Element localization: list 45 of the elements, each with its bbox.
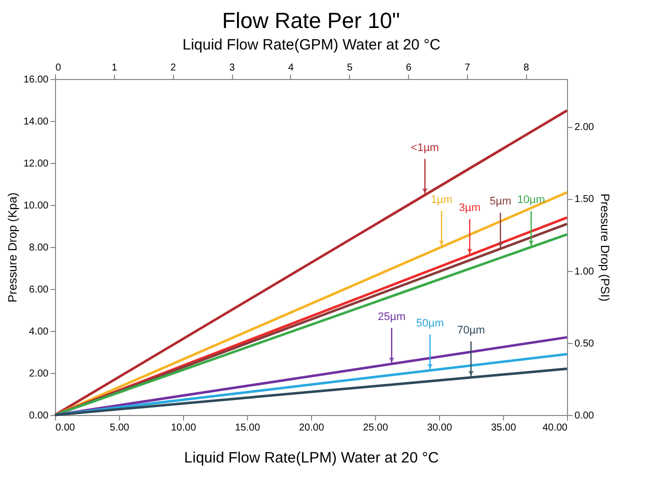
x-tick-label: 10.00 (170, 422, 196, 434)
y-tick-label: 14.00 (23, 116, 49, 128)
y-tick-label: 2.00 (29, 368, 49, 380)
annotation: 1µm (430, 194, 452, 206)
y-tick-label: 0.00 (29, 410, 49, 422)
y2-tick-label: 0.00 (574, 410, 594, 422)
y2-axis-title: Pressure Drop (PSI) (598, 193, 612, 302)
x-tick-label: 35.00 (490, 422, 516, 434)
x2-tick-label: 0 (56, 62, 62, 74)
x-tick-label: 30.00 (426, 422, 452, 434)
x-tick-label: 25.00 (362, 422, 388, 434)
y2-tick-label: 2.00 (574, 122, 594, 134)
y-tick-label: 6.00 (29, 284, 49, 296)
annotation: 3µm (458, 202, 481, 214)
x-tick-label: 40.00 (542, 422, 568, 434)
x2-tick-label: 2 (170, 62, 176, 74)
x2-tick-label: 4 (288, 62, 294, 74)
y2-tick-label: 1.00 (574, 266, 594, 278)
annotation: <1µm (410, 142, 439, 154)
x2-tick-label: 6 (406, 62, 412, 74)
x-tick-label: 20.00 (298, 422, 324, 434)
x-tick-label: 5.00 (110, 422, 130, 434)
y-tick-label: 4.00 (29, 326, 49, 338)
y2-tick-label: 0.50 (574, 338, 594, 350)
y-tick-label: 10.00 (23, 200, 49, 212)
x-tick-label: 0.00 (56, 422, 76, 434)
annotation: 70µm (457, 324, 485, 336)
annotation: 50µm (416, 317, 444, 330)
x-axis-title: Liquid Flow Rate(LPM) Water at 20 °C (184, 450, 440, 466)
annotation: 10µm (517, 194, 546, 206)
y-tick-label: 16.00 (23, 74, 49, 86)
x2-tick-label: 5 (346, 62, 353, 74)
annotation: 5µm (490, 196, 512, 208)
annotation: 25µm (378, 310, 406, 323)
chart-title: Flow Rate Per 10" (222, 8, 400, 33)
y-axis-title: Pressure Drop (Kpa) (5, 192, 20, 303)
x2-axis-title: Liquid Flow Rate(GPM) Water at 20 °C (182, 36, 441, 54)
x2-tick-label: 3 (229, 62, 236, 74)
y-tick-label: 8.00 (29, 242, 49, 254)
y-tick-label: 12.00 (23, 158, 49, 170)
x2-tick-label: 7 (464, 62, 471, 74)
y2-tick-label: 1.50 (574, 194, 594, 206)
x2-tick-label: 8 (524, 62, 530, 74)
x-tick-label: 15.00 (234, 422, 260, 434)
x2-tick-label: 1 (112, 62, 118, 74)
